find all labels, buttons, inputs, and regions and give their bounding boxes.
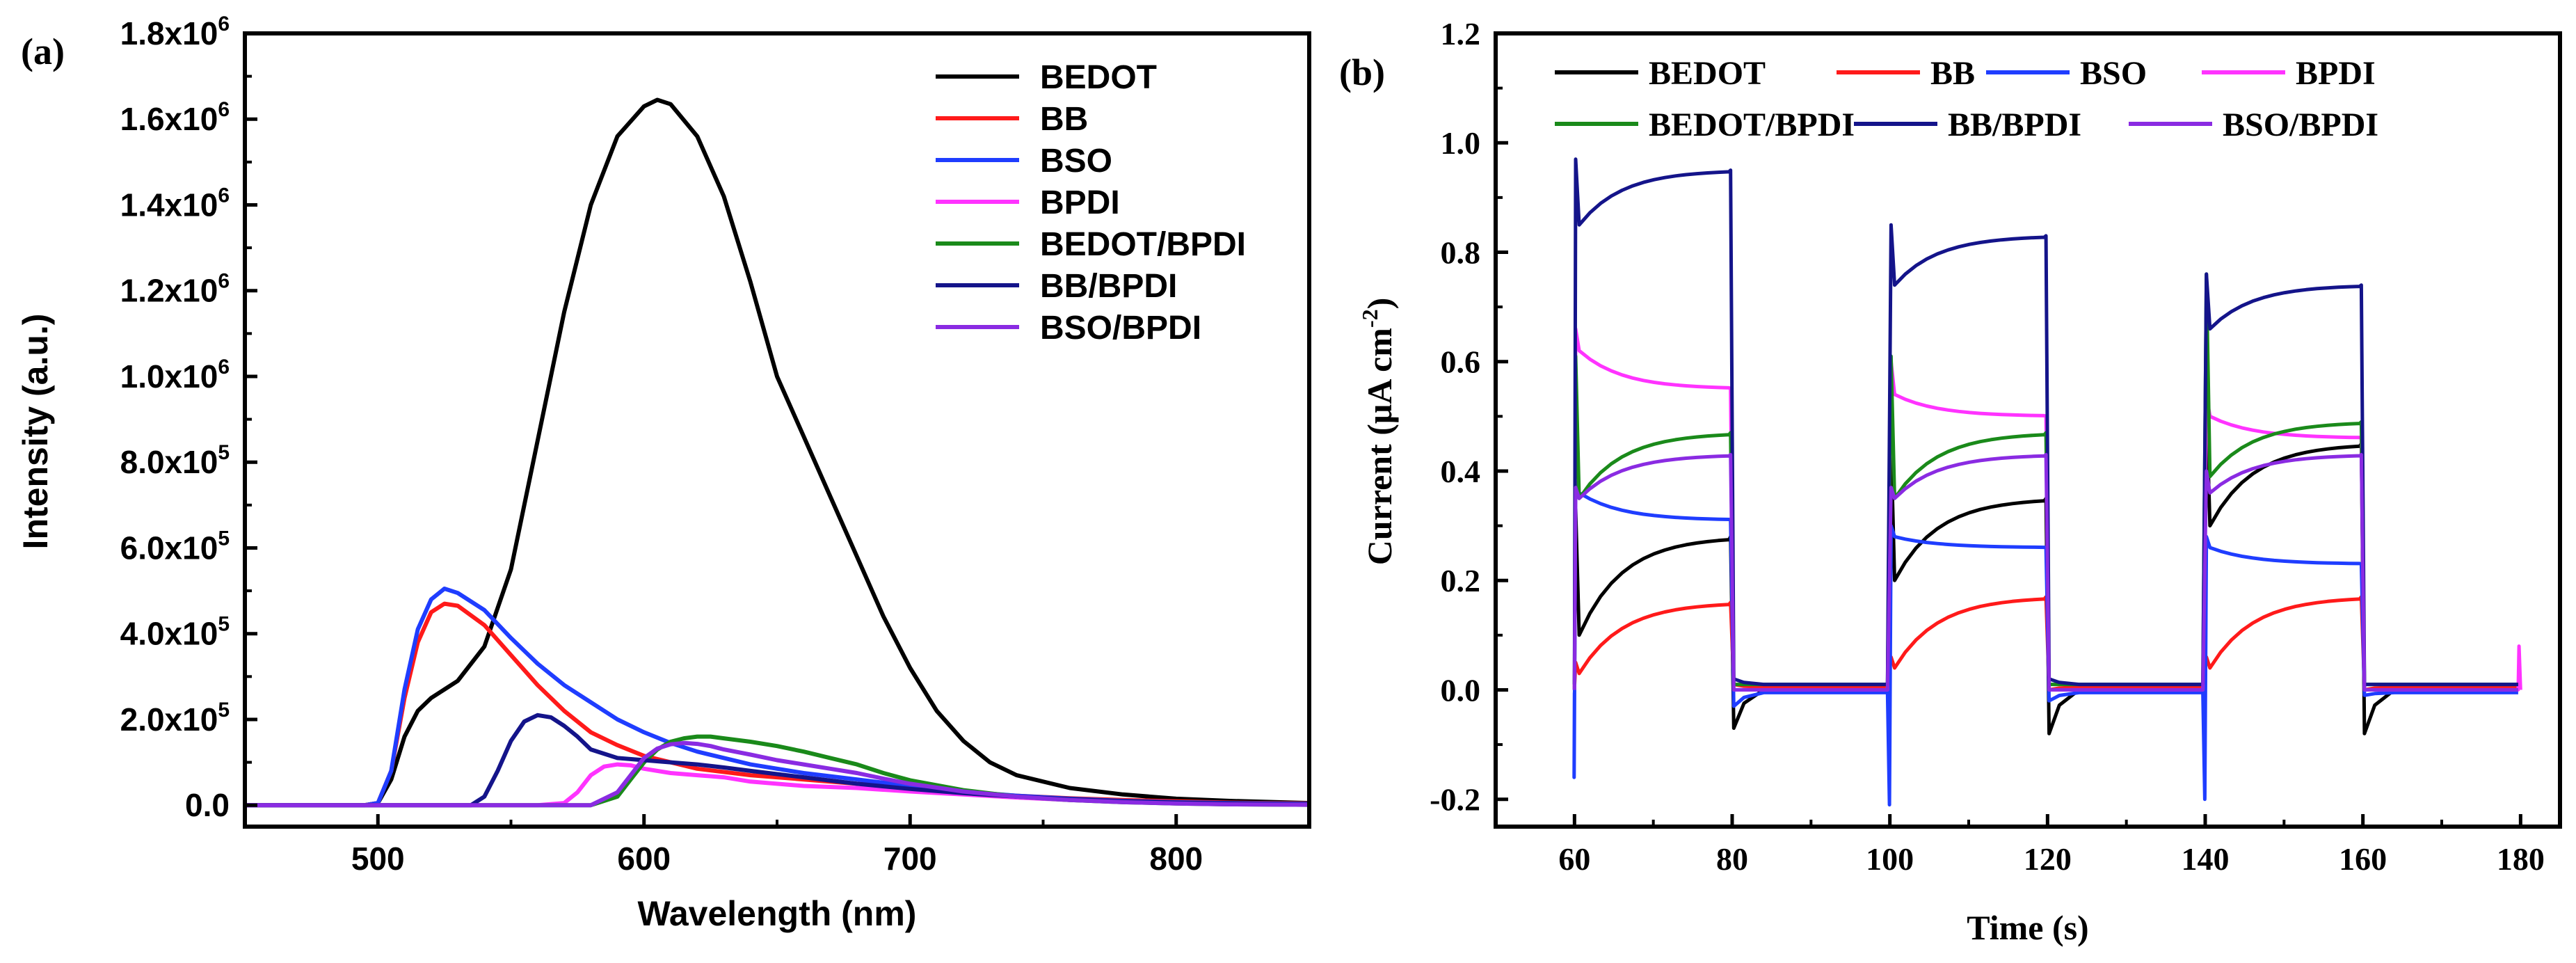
panel-a-y-axis-title: Intensity (a.u.) [16, 314, 55, 550]
x-tick-label: 160 [2339, 841, 2387, 877]
x-tick-label: 120 [2024, 841, 2072, 877]
x-tick-label: 700 [883, 841, 937, 877]
y-tick-label: 0.0 [1441, 672, 1481, 708]
legend-label-bedot-bpdi: BEDOT/BPDI [1649, 106, 1855, 143]
x-tick-label: 500 [351, 841, 405, 877]
legend-label-bso: BSO [2080, 55, 2147, 92]
y-tick-label: 6.0x105 [120, 527, 230, 566]
series-line-bedot [245, 97, 1310, 808]
panel-b-chart: (b) 60 80 100 120 140 160 180 -0.2 0.0 0.2 0.4 0.6… [1339, 16, 2562, 947]
series-line-bso-bpdi [1572, 452, 2518, 692]
x-tick-label: 80 [1716, 841, 1748, 877]
legend-label-bb-bpdi: BB/BPDI [1040, 268, 1177, 305]
panel-a-legend: BEDOT BB BSO BPDI BEDOT/BPDI BB/BPDI BSO/BPDI [936, 59, 1246, 347]
y-tick-label: 1.8x106 [120, 13, 230, 51]
x-tick-label: 800 [1149, 841, 1203, 877]
y-tick-label: 4.0x105 [120, 613, 230, 652]
x-tick-label: 140 [2182, 841, 2230, 877]
panel-a-x-axis-title: Wavelength (nm) [638, 894, 917, 933]
x-tick-label: 60 [1558, 841, 1590, 877]
y-tick-label: 0.4 [1441, 454, 1481, 489]
legend-label-bso: BSO [1040, 143, 1112, 180]
panel-a-y-axis: 0.0 2.0x105 4.0x105 6.0x105 8.0x105 1.0x106 1.… [120, 13, 257, 823]
x-tick-label: 100 [1866, 841, 1914, 877]
series-line-bpdi [1572, 327, 2522, 692]
y-tick-label: 0.0 [185, 787, 230, 823]
legend-label-bso-bpdi: BSO/BPDI [1040, 310, 1201, 347]
y-tick-label: 0.2 [1441, 563, 1481, 598]
y-tick-label: 0.8 [1441, 234, 1481, 270]
legend-label-bedot: BEDOT [1040, 59, 1157, 96]
panel-a-series [245, 97, 1310, 808]
series-line-bso [1572, 480, 2518, 807]
series-line-bb-bpdi [1572, 157, 2518, 687]
panel-b-frame [1494, 31, 2562, 829]
legend-label-bpdi: BPDI [1040, 184, 1120, 221]
legend-label-bedot: BEDOT [1649, 55, 1766, 92]
panel-b-y-axis-title: Current (μA cm-2) [1357, 298, 1399, 566]
series-line-bb [1572, 595, 2518, 692]
x-tick-label: 180 [2497, 841, 2545, 877]
y-tick-label: 1.6x106 [120, 98, 230, 137]
legend-label-bso-bpdi: BSO/BPDI [2223, 106, 2378, 143]
y-tick-label: 1.4x106 [120, 184, 230, 223]
series-line-bedot-bpdi [1572, 272, 2518, 687]
x-tick-label: 600 [617, 841, 671, 877]
y-tick-label: 1.0x106 [120, 356, 230, 395]
panel-a-label: (a) [21, 31, 65, 72]
series-line-bso-bpdi [245, 740, 1310, 808]
y-tick-label: 8.0x105 [120, 441, 230, 480]
legend-label-bb-bpdi: BB/BPDI [1948, 106, 2081, 143]
panel-b-label: (b) [1339, 51, 1385, 93]
y-tick-label: 1.2x106 [120, 270, 230, 309]
y-tick-label: 1.0 [1441, 125, 1481, 161]
y-tick-label: -0.2 [1430, 782, 1480, 818]
panel-b-x-axis-title: Time (s) [1967, 908, 2088, 947]
series-line-bedot [1572, 404, 2518, 735]
legend-label-bedot-bpdi: BEDOT/BPDI [1040, 226, 1246, 263]
legend-label-bb: BB [1930, 55, 1975, 92]
y-tick-label: 2.0x105 [120, 699, 230, 738]
panel-b-y-axis: -0.2 0.0 0.2 0.4 0.6 0.8 1.0 1.2 [1430, 16, 1508, 818]
panel-b-series [1572, 157, 2522, 807]
panel-a-chart: (a) 500 600 700 800 0.0 2.0x105 4.0x105 6.0x10… [16, 13, 1311, 933]
y-tick-label: 0.6 [1441, 344, 1481, 380]
legend-label-bpdi: BPDI [2296, 55, 2376, 92]
panel-b-legend: BEDOT BB BSO BPDI BEDOT/BPDI BB/BPDI BSO/BPDI [1555, 55, 2378, 143]
panel-b-x-axis: 60 80 100 120 140 160 180 [1494, 814, 2545, 877]
y-tick-label: 1.2 [1441, 16, 1481, 51]
legend-label-bb: BB [1040, 101, 1088, 138]
panel-a-x-axis: 500 600 700 800 [243, 814, 1311, 877]
